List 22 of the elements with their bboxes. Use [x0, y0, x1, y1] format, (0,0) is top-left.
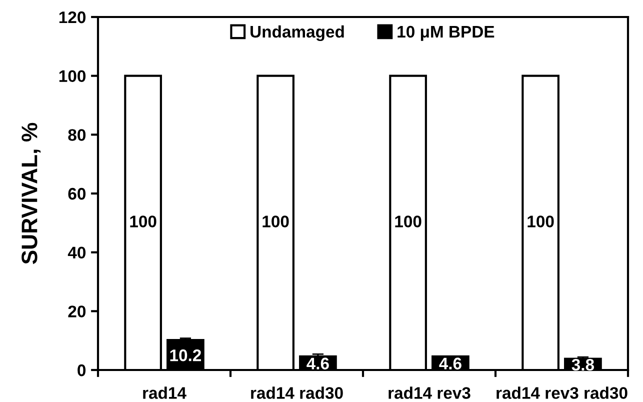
data-label: 100 [130, 216, 156, 228]
y-tick-label: 120 [59, 11, 86, 24]
legend-label: Undamaged [250, 25, 344, 42]
x-tick-label: rad14 rev3 [388, 386, 470, 399]
x-tick-label: rad14 [143, 386, 186, 399]
data-label: 10.2 [170, 349, 202, 362]
data-label: 4.6 [306, 358, 329, 370]
y-axis-title: SURVIVAL, % [22, 122, 41, 264]
data-label: 4.6 [439, 358, 462, 370]
y-tick-label: 80 [68, 129, 86, 141]
data-label: 100 [528, 216, 554, 228]
y-tick-label: 60 [68, 188, 86, 200]
legend-label: 10 μM BPDE [398, 26, 494, 41]
y-tick-label: 40 [68, 246, 86, 259]
x-tick-label: rad14 rev3 rad30 [496, 386, 628, 399]
y-tick-label: 0 [78, 364, 86, 376]
data-label: 100 [262, 216, 289, 228]
y-tick-label: 100 [59, 70, 86, 82]
data-label: 3.8 [572, 358, 594, 371]
data-label: 100 [395, 216, 422, 228]
x-tick-label: rad14 rad30 [251, 386, 343, 399]
y-tick-label: 20 [68, 306, 86, 318]
